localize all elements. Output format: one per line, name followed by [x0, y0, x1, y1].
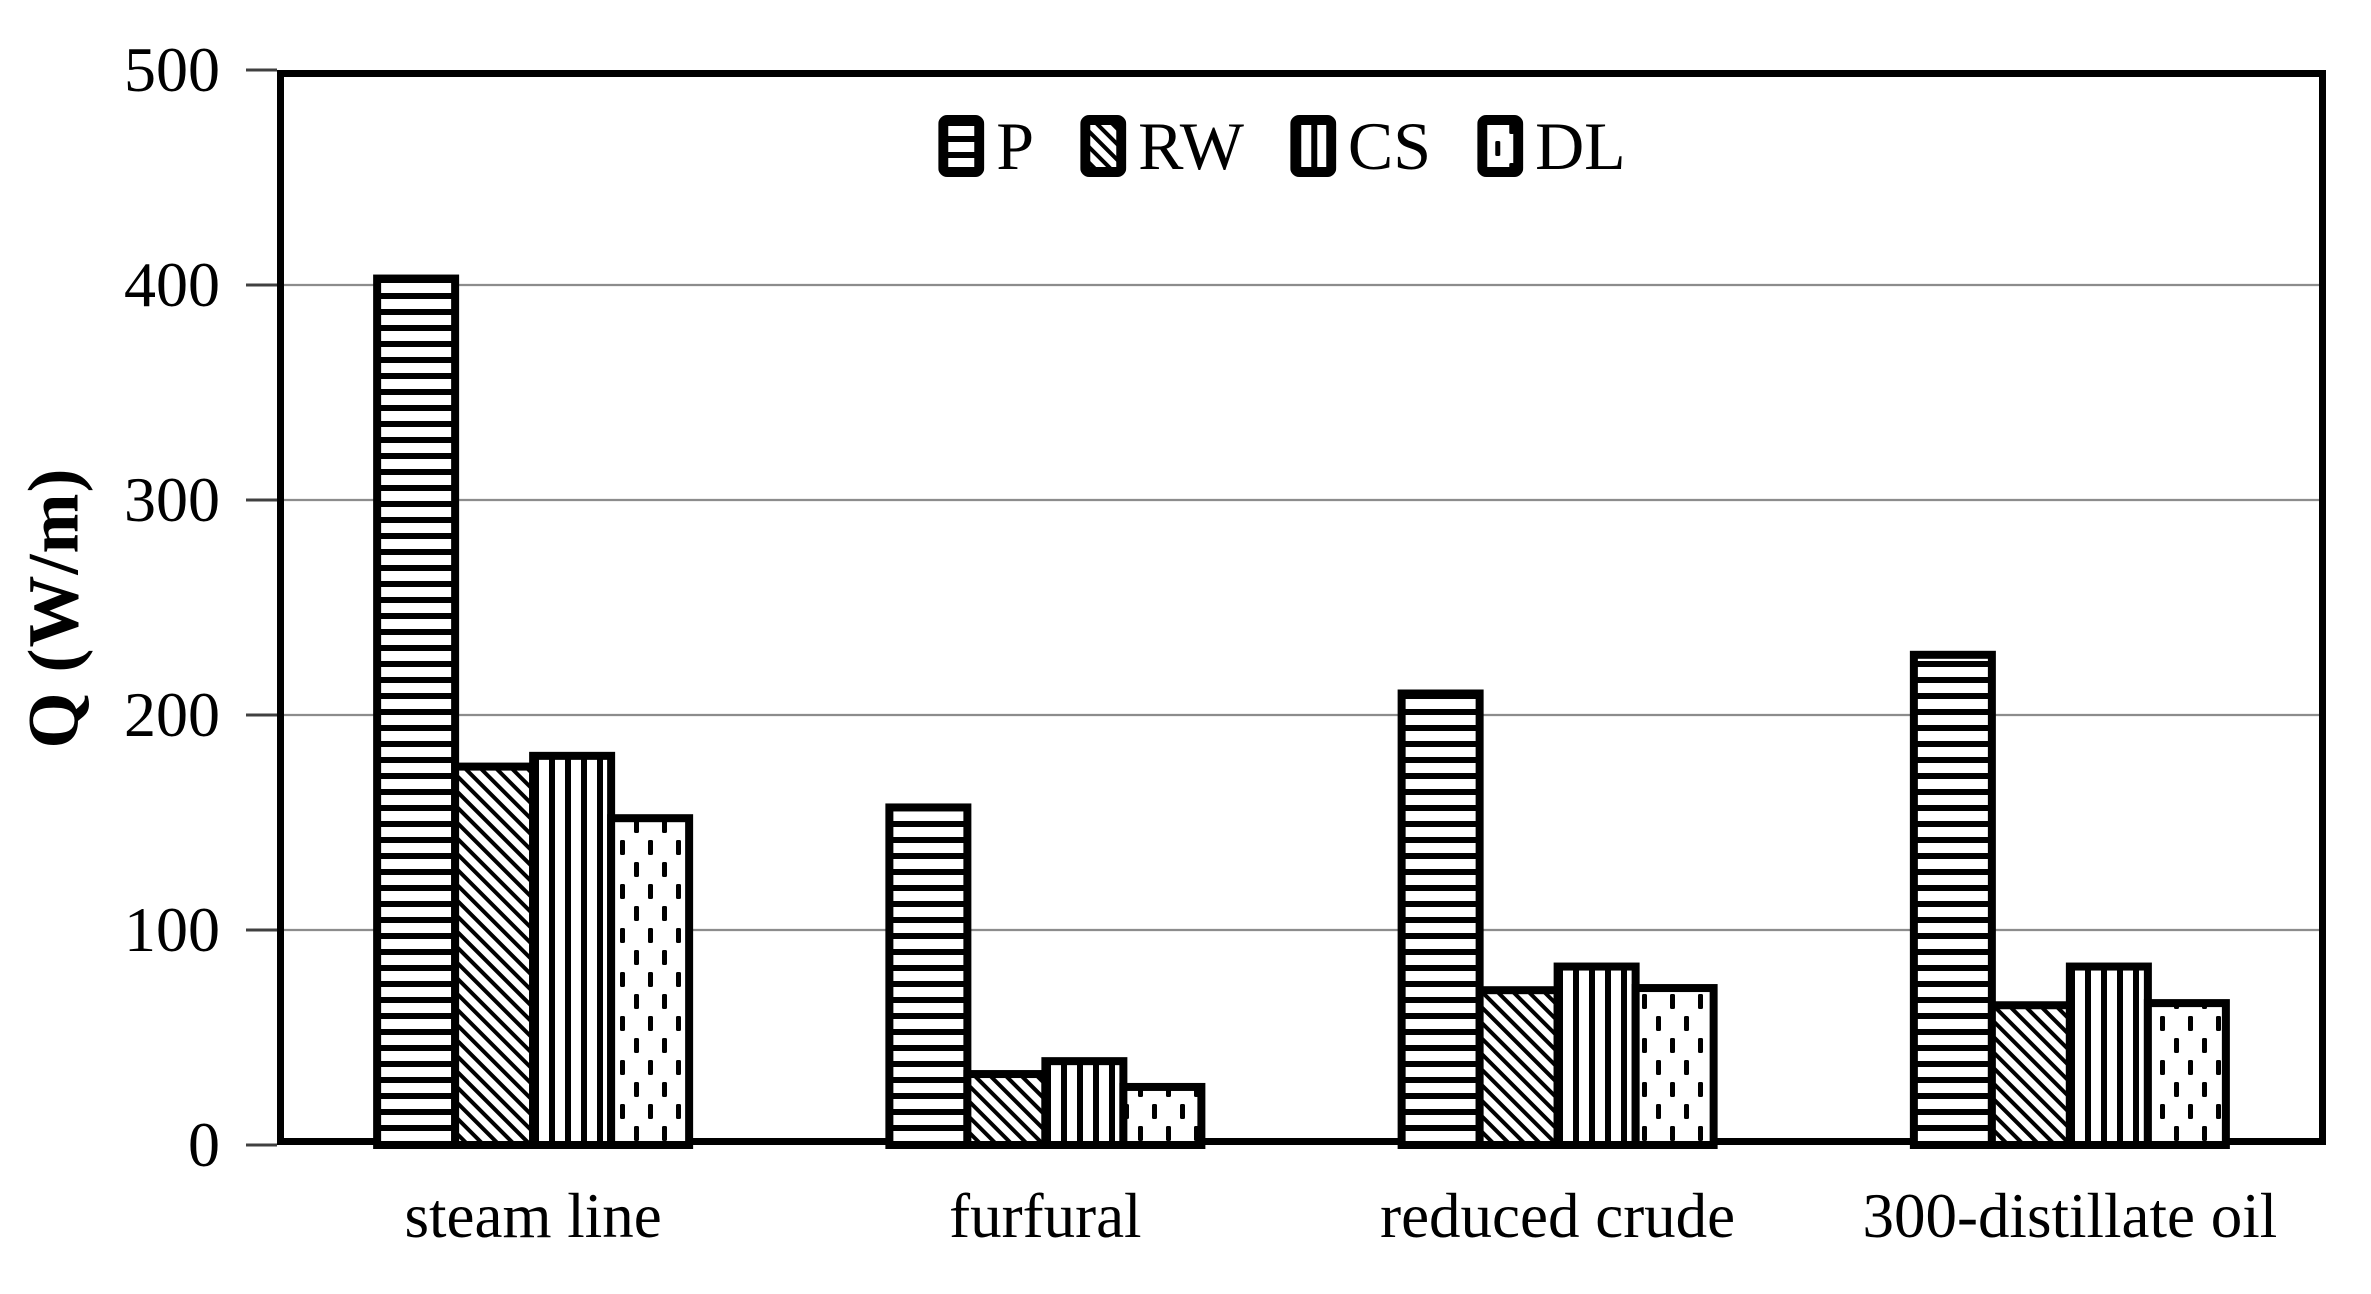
x-category-label-300-distillate-oil: 300-distillate oil [1862, 1181, 2278, 1251]
legend-item-dl: DL [1477, 112, 1626, 180]
y-tick-label-100: 100 [124, 894, 220, 965]
legend-swatch-p-icon [938, 115, 985, 177]
legend-label-cs: CS [1347, 108, 1432, 184]
plot-border [277, 70, 2326, 1145]
bar-steam-line-dl [607, 814, 694, 1149]
x-category-label-steam-line: steam line [404, 1181, 662, 1251]
y-tick-label-200: 200 [124, 679, 220, 750]
bar-furfural-dl [1119, 1082, 1206, 1149]
legend-label-p: P [996, 108, 1035, 184]
legend-label-dl: DL [1535, 108, 1626, 184]
bar-steam-line-p [373, 274, 460, 1149]
y-tick-label-0: 0 [188, 1109, 220, 1180]
legend-swatch-dl-icon [1477, 115, 1524, 177]
bar-300-distillate-oil-rw [1987, 1001, 2074, 1149]
bar-steam-line-cs [529, 751, 616, 1149]
plot-frame [277, 70, 2326, 1145]
legend-item-p: P [938, 112, 1034, 180]
bar-furfural-p [885, 803, 972, 1149]
bar-reduced-crude-cs [1553, 962, 1640, 1149]
y-tick-label-300: 300 [124, 464, 220, 535]
legend-item-rw: RW [1080, 112, 1244, 180]
bar-furfural-rw [963, 1070, 1050, 1150]
bar-reduced-crude-p [1397, 689, 1484, 1149]
legend-swatch-rw-icon [1080, 115, 1127, 177]
legend-item-cs: CS [1289, 108, 1432, 184]
bar-300-distillate-oil-dl [2143, 999, 2230, 1149]
legend-label-rw: RW [1138, 108, 1244, 184]
chart-legend: P RW CS DL [938, 108, 1626, 184]
bar-300-distillate-oil-p [1909, 650, 1996, 1149]
y-axis-ticks [246, 68, 277, 1147]
bar-furfural-cs [1041, 1057, 1128, 1150]
y-tick-label-400: 400 [124, 249, 220, 320]
y-tick-label-500: 500 [124, 34, 220, 105]
x-category-label-reduced-crude: reduced crude [1380, 1181, 1736, 1251]
bar-300-distillate-oil-cs [2065, 962, 2152, 1149]
bar-reduced-crude-dl [1631, 984, 1718, 1149]
bar-steam-line-rw [451, 762, 538, 1149]
x-category-label-furfural: furfural [949, 1181, 1142, 1251]
bars [373, 274, 2230, 1150]
legend-swatch-cs-icon [1289, 115, 1336, 177]
bar-reduced-crude-rw [1475, 986, 1562, 1150]
